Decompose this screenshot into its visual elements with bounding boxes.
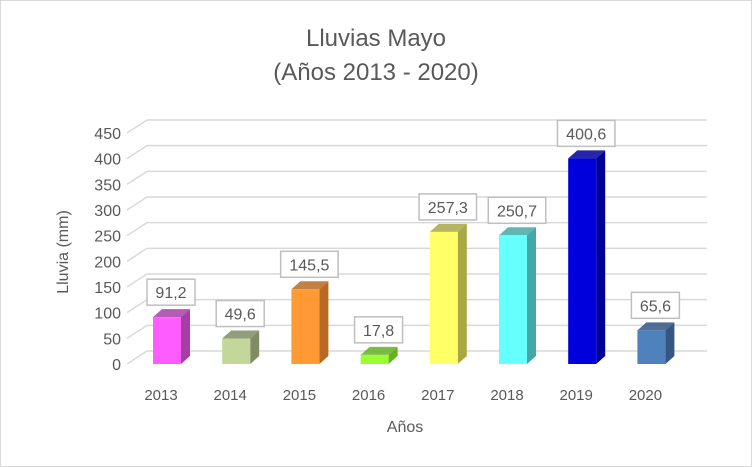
- y-tick-label: 450: [94, 126, 121, 143]
- data-label-box: [279, 250, 339, 279]
- gridline-diagonal: [126, 324, 148, 339]
- data-label-box: [353, 316, 404, 344]
- bar-top: [360, 346, 398, 355]
- y-tick-label: 100: [94, 306, 121, 323]
- bar-side: [181, 309, 190, 364]
- bar-top: [499, 227, 536, 236]
- bar-side: [388, 346, 398, 364]
- bar-top: [153, 309, 190, 318]
- data-label: 145,5: [289, 257, 329, 274]
- bar: [429, 231, 458, 364]
- bar: [499, 235, 527, 364]
- x-tick-label: 2018: [490, 387, 523, 404]
- x-axis-title: Años: [387, 419, 423, 436]
- data-label-box: [146, 278, 196, 306]
- bar-side: [527, 227, 536, 364]
- y-tick-label: 350: [94, 177, 121, 194]
- y-tick-label: 50: [103, 331, 121, 348]
- bar-top: [222, 330, 260, 339]
- y-tick-label: 300: [94, 203, 121, 220]
- bar-side: [250, 330, 260, 364]
- bar-top: [637, 322, 675, 331]
- bar-top: [291, 281, 329, 290]
- data-label-box: [630, 291, 681, 320]
- y-tick-label: 200: [94, 254, 121, 271]
- gridline-diagonal: [126, 119, 148, 134]
- chart-subtitle: (Años 2013 - 2020): [273, 59, 478, 86]
- bar-side: [596, 150, 606, 364]
- gridline-diagonal: [126, 299, 148, 314]
- chart-title: Lluvias Mayo: [306, 25, 446, 52]
- bar: [291, 289, 320, 364]
- y-axis-title: Lluvia (mm): [55, 210, 72, 294]
- x-tick-label: 2017: [421, 387, 454, 404]
- gridline-diagonal: [126, 145, 148, 160]
- x-tick-label: 2020: [629, 387, 662, 404]
- data-label-box: [418, 193, 478, 221]
- data-label-box: [556, 119, 616, 148]
- bar-side: [665, 322, 675, 364]
- x-tick-label: 2013: [144, 387, 177, 404]
- bar: [222, 338, 251, 364]
- bar: [153, 317, 181, 364]
- y-tick-label: 0: [112, 357, 121, 374]
- bar-side: [319, 281, 329, 364]
- data-label: 257,3: [428, 200, 468, 217]
- bar: [568, 158, 597, 364]
- bar: [360, 354, 389, 364]
- bar: [637, 330, 666, 364]
- bar-top: [429, 223, 467, 232]
- x-tick-label: 2016: [352, 387, 385, 404]
- data-label: 250,7: [497, 203, 537, 220]
- gridline-diagonal: [126, 247, 148, 262]
- data-label: 91,2: [155, 285, 186, 302]
- data-label: 400,6: [566, 126, 606, 143]
- y-tick-label: 150: [94, 280, 121, 297]
- x-tick-label: 2014: [214, 387, 247, 404]
- gridline-diagonal: [126, 273, 148, 288]
- y-tick-label: 250: [94, 229, 121, 246]
- gridline-diagonal: [126, 170, 148, 185]
- bar-side: [457, 223, 467, 364]
- bar-top: [568, 150, 606, 159]
- gridline-diagonal: [126, 222, 148, 237]
- data-label: 49,6: [225, 307, 256, 324]
- gridline-diagonal: [126, 196, 148, 211]
- x-tick-label: 2015: [283, 387, 316, 404]
- data-label: 17,8: [363, 323, 394, 340]
- y-tick-label: 400: [94, 152, 121, 169]
- x-tick-label: 2019: [560, 387, 593, 404]
- data-label-box: [215, 299, 265, 328]
- data-label-box: [487, 196, 547, 225]
- gridline-diagonal: [126, 350, 148, 365]
- data-label: 65,6: [640, 298, 671, 315]
